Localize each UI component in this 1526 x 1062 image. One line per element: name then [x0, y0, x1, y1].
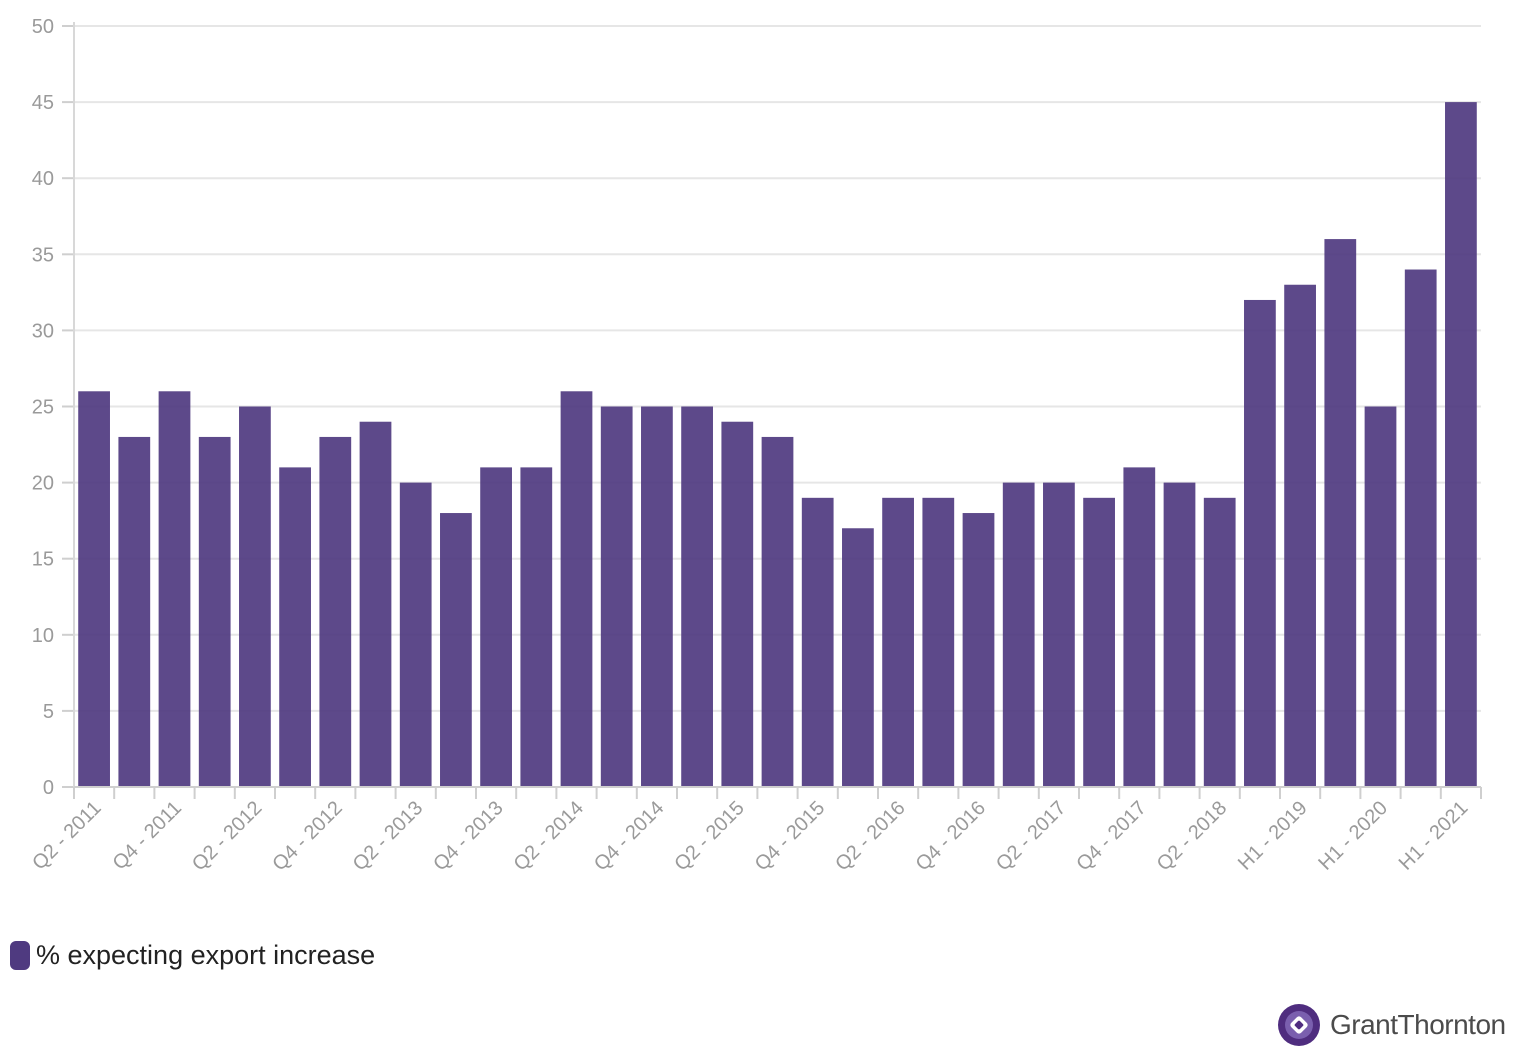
y-tick-label: 30	[32, 320, 54, 342]
y-tick-label: 5	[43, 701, 54, 723]
legend-label: % expecting export increase	[36, 940, 376, 970]
grant-thornton-logo-icon	[1278, 1004, 1320, 1046]
bar[interactable]: Q1 - 2014: 21	[520, 467, 553, 787]
bars: Q2 - 2011: 26Q3 - 2011: 23Q4 - 2011: 26Q…	[78, 102, 1477, 788]
bar[interactable]: Q4 - 2012: 23	[319, 436, 352, 787]
bar[interactable]: Q3 - 2015: 23	[761, 436, 794, 787]
x-tick-label: Q4 - 2012	[268, 797, 346, 875]
x-tick-label: Q4 - 2014	[590, 797, 668, 875]
x-tick-label: Q4 - 2011	[109, 797, 186, 874]
bar[interactable]: Q2 - 2015: 24	[721, 421, 754, 787]
y-tick-label: 20	[32, 473, 54, 495]
bar[interactable]: Q3 - 2018: 32	[1244, 299, 1276, 787]
bar[interactable]: Q2 - 2014: 26	[560, 391, 593, 787]
x-tick-label: Q2 - 2017	[992, 797, 1070, 875]
bar[interactable]: Q4 - 2014: 25	[641, 406, 673, 788]
bar[interactable]: H1 - 2019: 33	[1284, 284, 1316, 787]
y-tick-label: 50	[32, 16, 54, 38]
bar[interactable]: Q2 - 2018: 19	[1203, 497, 1236, 787]
y-tick-label: 15	[32, 549, 54, 571]
bar[interactable]: Q2 - 2013: 20	[399, 482, 432, 787]
bar[interactable]: Q1 - 2016: 17	[842, 528, 874, 787]
x-axis-labels: Q2 - 2011 Q4 - 2011 Q2 - 2012 Q4 - 2012 Q2 -…	[28, 797, 1472, 875]
bar[interactable]: Q3 - 2017: 19	[1083, 497, 1115, 787]
logo-text: GrantThornton	[1330, 1009, 1506, 1040]
bar[interactable]: Q4 - 2016: 18	[962, 513, 995, 787]
x-tick-label: Q2 - 2015	[670, 797, 748, 875]
x-tick-label: H1 - 2021	[1395, 797, 1473, 875]
bar[interactable]: Q4 - 2013: 21	[480, 467, 512, 787]
bar[interactable]: Q1 - 2018: 20	[1163, 482, 1196, 787]
bar[interactable]: Q3 - 2013: 18	[440, 513, 472, 787]
bar[interactable]: Q2 - 2017: 20	[1043, 482, 1075, 787]
bar[interactable]: Q3 - 2011: 23	[118, 436, 151, 787]
bar[interactable]: Q1 - 2017: 20	[1002, 482, 1035, 787]
legend[interactable]: % expecting export increase	[10, 940, 375, 971]
bar[interactable]: Q2 - 2011: 26	[78, 391, 110, 787]
bar[interactable]: Q2 - 2016: 19	[882, 497, 914, 787]
y-tick-label: 25	[32, 397, 54, 419]
x-tick-label: Q2 - 2011	[28, 797, 105, 874]
x-tick-label: H1 - 2020	[1314, 797, 1392, 875]
bar[interactable]: Q4 - 2011: 26	[158, 391, 191, 787]
bar[interactable]: Q4 - 2015: 19	[801, 497, 834, 787]
x-tick-label: Q2 - 2014	[510, 797, 588, 875]
x-tick-label: Q4 - 2017	[1072, 797, 1150, 875]
brand-logo: GrantThornton	[1276, 1002, 1506, 1048]
legend-swatch	[10, 941, 30, 970]
y-tick-label: 40	[32, 168, 54, 190]
x-tick-label: Q4 - 2013	[429, 797, 507, 875]
bar[interactable]: Q1 - 2015: 25	[681, 406, 713, 788]
bar[interactable]: Q3 - 2014: 25	[600, 406, 633, 788]
bar[interactable]: H2 - 2020: 34	[1404, 269, 1437, 787]
x-tick-label: Q2 - 2013	[349, 797, 427, 875]
y-tick-label: 10	[32, 625, 54, 647]
bar[interactable]: H1 - 2020: 25	[1364, 406, 1397, 788]
x-tick-label: Q2 - 2016	[831, 797, 909, 875]
x-tick-label: Q2 - 2018	[1153, 797, 1231, 875]
bar[interactable]: H1 - 2021: 45	[1445, 102, 1477, 788]
y-tick-label: 45	[32, 92, 54, 114]
y-tick-label: 0	[43, 777, 54, 799]
x-tick-label: Q4 - 2016	[912, 797, 990, 875]
x-tick-label: Q4 - 2015	[751, 797, 829, 875]
bar[interactable]: Q3 - 2016: 19	[922, 497, 955, 787]
bar[interactable]: Q3 - 2012: 21	[279, 467, 311, 787]
bar[interactable]: Q1 - 2013: 24	[359, 421, 392, 787]
x-tick-label: H1 - 2019	[1234, 797, 1312, 875]
x-tick-label: Q2 - 2012	[188, 797, 266, 875]
bar[interactable]: Q1 - 2012: 23	[198, 436, 231, 787]
axes: 0 5 10 15 20 25 30 35 40 45 50	[32, 16, 1482, 799]
bar[interactable]: H2 - 2019: 36	[1324, 239, 1357, 787]
bar-chart: Q2 - 2011: 26Q3 - 2011: 23Q4 - 2011: 26Q…	[28, 16, 1482, 875]
bar[interactable]: Q4 - 2017: 21	[1123, 467, 1156, 787]
bar[interactable]: Q2 - 2012: 25	[239, 406, 271, 788]
y-tick-label: 35	[32, 244, 54, 266]
